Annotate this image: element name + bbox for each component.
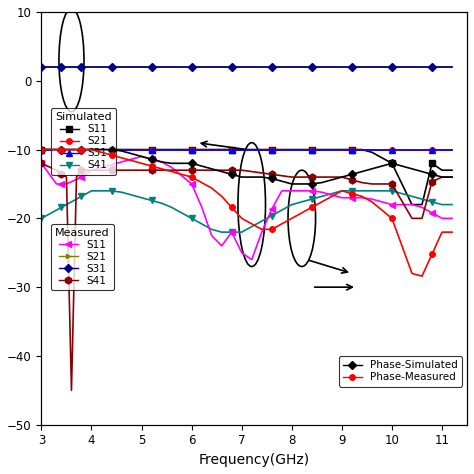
X-axis label: Frequency(GHz): Frequency(GHz) [199,453,310,467]
Legend: Phase-Simulated, Phase-Measured: Phase-Simulated, Phase-Measured [339,356,462,386]
